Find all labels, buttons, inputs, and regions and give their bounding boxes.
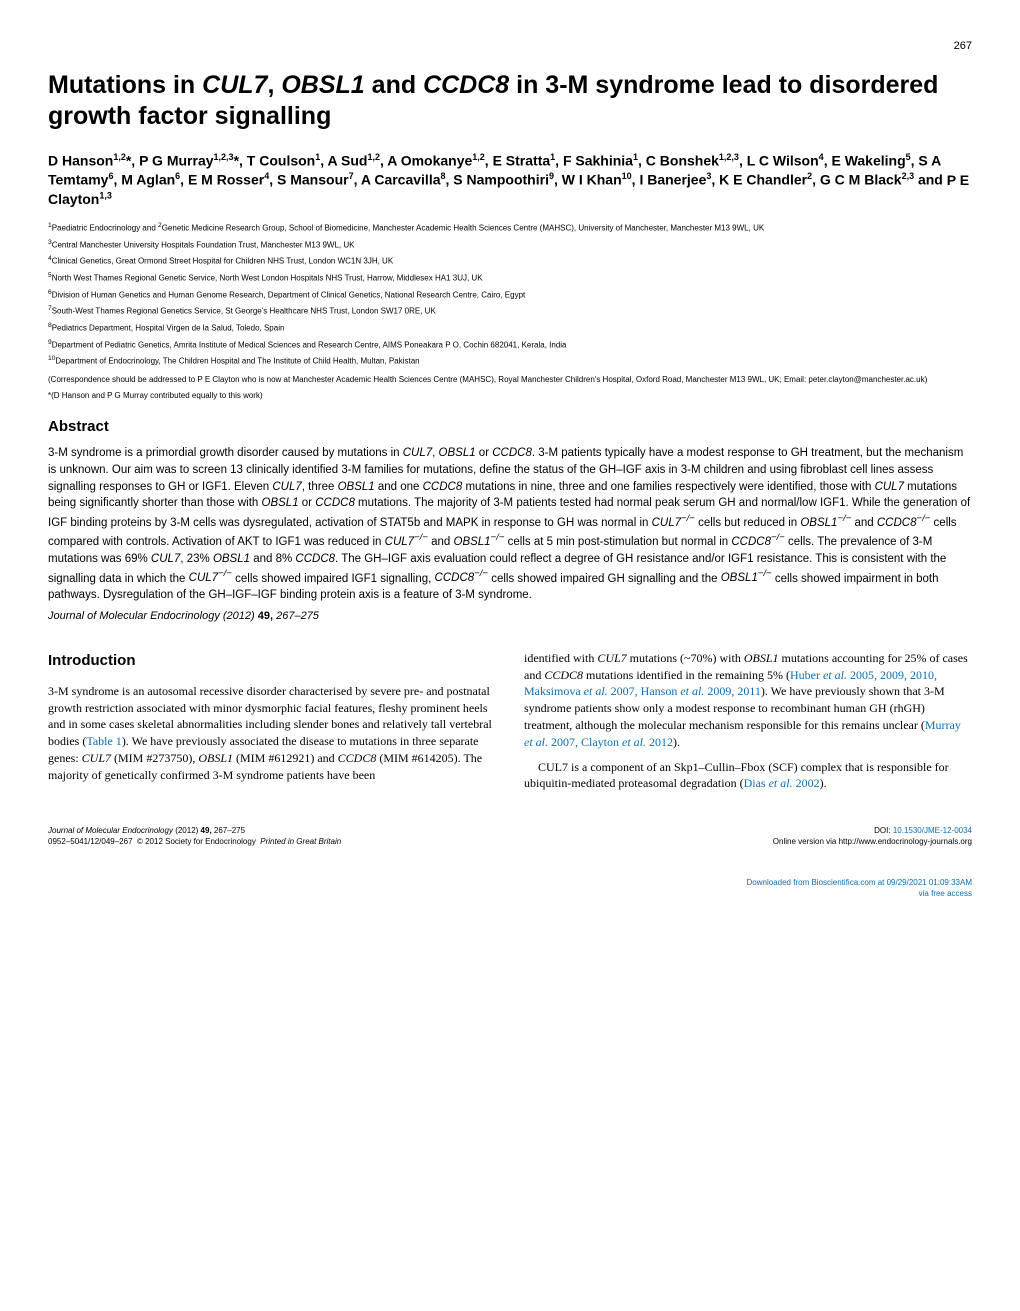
abstract-heading: Abstract: [48, 418, 972, 435]
page-number: 267: [48, 40, 972, 52]
affiliation: 1Paediatric Endocrinology and 2Genetic M…: [48, 221, 972, 235]
download-footer: Downloaded from Bioscientifica.com at 09…: [48, 877, 972, 899]
affiliation: 4Clinical Genetics, Great Ormond Street …: [48, 254, 972, 268]
intro-text-left: 3-M syndrome is an autosomal recessive d…: [48, 683, 496, 784]
introduction-columns: Introduction 3-M syndrome is an autosoma…: [48, 650, 972, 800]
footer-left: Journal of Molecular Endocrinology (2012…: [48, 826, 341, 847]
affiliation: 7South-West Thames Regional Genetics Ser…: [48, 304, 972, 318]
intro-column-left: Introduction 3-M syndrome is an autosoma…: [48, 650, 496, 800]
equal-contribution-note: *(D Hanson and P G Murray contributed eq…: [48, 391, 972, 400]
intro-text-right: identified with CUL7 mutations (~70%) wi…: [524, 650, 972, 792]
page-footer: Journal of Molecular Endocrinology (2012…: [48, 826, 972, 847]
affiliation: 10Department of Endocrinology, The Child…: [48, 354, 972, 368]
affiliation: 9Department of Pediatric Genetics, Amrit…: [48, 338, 972, 352]
correspondence-note: (Correspondence should be addressed to P…: [48, 374, 972, 385]
authors-list: D Hanson1,2*, P G Murray1,2,3*, T Coulso…: [48, 151, 972, 210]
affiliation: 6Division of Human Genetics and Human Ge…: [48, 288, 972, 302]
journal-citation: Journal of Molecular Endocrinology (2012…: [48, 610, 972, 622]
article-title: Mutations in CUL7, OBSL1 and CCDC8 in 3-…: [48, 70, 972, 133]
affiliations-block: 1Paediatric Endocrinology and 2Genetic M…: [48, 221, 972, 368]
introduction-heading: Introduction: [48, 650, 496, 671]
footer-right: DOI: 10.1530/JME-12-0034Online version v…: [773, 826, 972, 847]
affiliation: 8Pediatrics Department, Hospital Virgen …: [48, 321, 972, 335]
abstract-body: 3-M syndrome is a primordial growth diso…: [48, 445, 972, 604]
affiliation: 3Central Manchester University Hospitals…: [48, 238, 972, 252]
affiliation: 5North West Thames Regional Genetic Serv…: [48, 271, 972, 285]
intro-column-right: identified with CUL7 mutations (~70%) wi…: [524, 650, 972, 800]
